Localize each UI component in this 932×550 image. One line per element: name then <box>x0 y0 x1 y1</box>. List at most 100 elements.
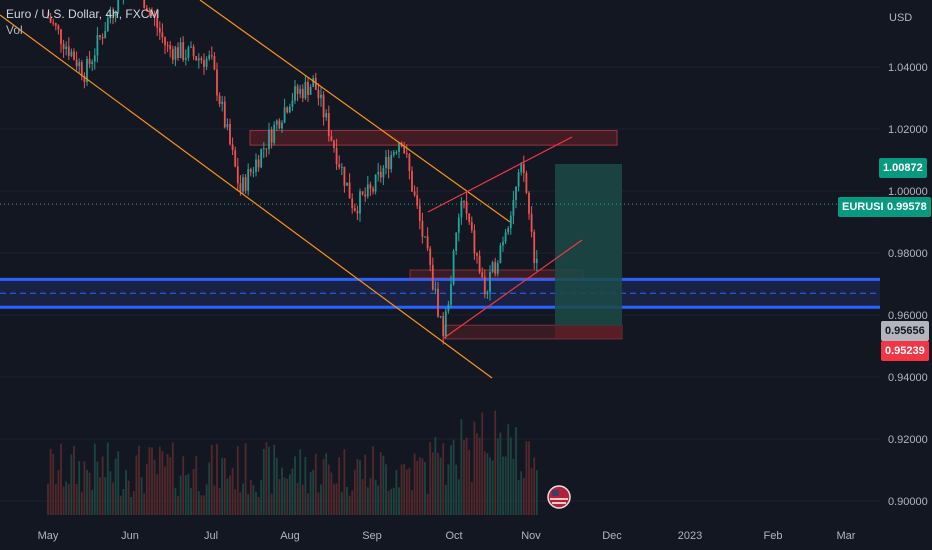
candle-body <box>143 0 146 8</box>
volume-bar <box>135 455 138 515</box>
volume-bar <box>223 458 226 515</box>
candle-body <box>512 200 515 216</box>
volume-bar <box>468 449 471 515</box>
candle-body <box>411 170 413 192</box>
candle-body <box>333 140 335 148</box>
volume-bar <box>398 487 400 515</box>
y-tick-label: 1.04000 <box>888 62 928 74</box>
volume-bar <box>190 488 192 515</box>
volume-bar <box>138 445 140 515</box>
candle-body <box>392 152 395 155</box>
candle-body <box>496 263 499 274</box>
candle-body <box>153 14 156 18</box>
y-tick-label: 0.90000 <box>888 496 928 508</box>
volume-bar <box>377 485 380 515</box>
candle-body <box>166 45 169 47</box>
candle-body <box>463 201 465 203</box>
volume-bar <box>54 484 57 515</box>
volume-bar <box>62 486 65 515</box>
candle-body <box>470 221 473 231</box>
candle-body <box>382 167 385 178</box>
volume-bar <box>301 484 304 515</box>
volume-bar <box>52 454 55 515</box>
x-tick-label: Aug <box>280 530 300 542</box>
volume-bar <box>148 447 151 515</box>
candle-body <box>455 232 458 251</box>
candle-body <box>507 228 510 233</box>
candle-body <box>210 55 213 57</box>
trend-lines <box>0 0 583 379</box>
volume-bar <box>260 480 263 515</box>
volume-bar <box>476 433 478 515</box>
volume-bar <box>229 475 231 515</box>
volume-bar <box>145 463 148 515</box>
candle-body <box>184 57 187 60</box>
candle-body <box>99 35 101 38</box>
candle-body <box>434 288 437 290</box>
volume-bar <box>330 472 333 515</box>
candle-body <box>54 23 57 26</box>
candle-body <box>86 58 88 82</box>
volume-bar <box>268 446 270 515</box>
volume-bar <box>132 491 135 515</box>
volume-bar <box>470 482 473 515</box>
candle-body <box>112 14 114 16</box>
volume-bar <box>483 451 486 515</box>
candle-body <box>359 191 361 214</box>
x-tick-label: Jun <box>121 530 139 542</box>
volume-bar <box>88 472 91 515</box>
candle-body <box>75 59 78 67</box>
candle-body <box>294 86 296 101</box>
candle-body <box>330 136 333 141</box>
candle-body <box>161 32 164 38</box>
candle-body <box>197 58 200 61</box>
candle-body <box>205 58 208 67</box>
volume-bar <box>262 448 265 515</box>
candle-body <box>117 0 120 12</box>
candle-body <box>395 151 398 153</box>
symbol-tag: EURUSD <box>838 197 893 217</box>
volume-bar <box>294 456 296 515</box>
volume-bar <box>314 453 317 515</box>
volume-bar <box>130 496 133 515</box>
y-tick-label: 1.02000 <box>888 124 928 136</box>
volume-bar <box>502 456 504 515</box>
price-axis: 1.04000 1.02000 1.00000 0.98000 0.96000 0.940… <box>888 12 928 508</box>
candle-body <box>444 311 447 337</box>
symbol-title[interactable]: Euro / U.S. Dollar, 4h, FXCM <box>6 7 160 21</box>
volume-bar <box>143 493 146 515</box>
volume-bar <box>307 493 309 515</box>
candle-body <box>364 194 367 197</box>
candle-body <box>195 56 198 61</box>
candle-body <box>78 62 81 67</box>
volume-bar <box>533 457 536 515</box>
volume-bar <box>210 444 213 515</box>
volume-bar <box>171 442 174 515</box>
candle-body <box>114 11 117 16</box>
volume-bar <box>405 469 408 515</box>
us-flag-icon[interactable] <box>547 485 571 509</box>
volume-bar <box>390 488 393 515</box>
candle-body <box>452 250 455 285</box>
volume-bar <box>366 487 369 515</box>
candle-body <box>270 129 273 143</box>
candle-body <box>192 46 195 57</box>
candle-body <box>216 69 218 96</box>
volume-bar <box>200 495 203 515</box>
volume-bar <box>450 445 452 515</box>
candles <box>47 0 538 345</box>
candle-body <box>187 47 190 58</box>
candle-body <box>491 262 494 273</box>
volume-bar <box>299 449 302 515</box>
volume-bar <box>447 464 450 515</box>
volume-bar <box>522 477 525 515</box>
volume-bar <box>114 458 117 515</box>
volume-bar <box>364 454 367 515</box>
candle-body <box>304 81 307 99</box>
volume-bar <box>166 453 169 515</box>
candle-body <box>226 124 229 128</box>
volume-bar <box>491 460 494 515</box>
volume-bar <box>509 437 512 515</box>
candle-body <box>478 255 481 273</box>
